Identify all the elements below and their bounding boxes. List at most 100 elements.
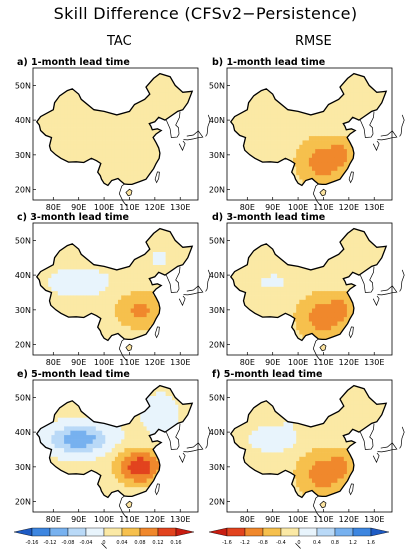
grid-cell	[105, 179, 109, 184]
grid-cell	[105, 277, 109, 283]
grid-cell	[95, 277, 100, 283]
grid-cell	[146, 140, 151, 145]
grid-cell	[283, 131, 288, 137]
grid-cell	[343, 166, 348, 171]
grid-cell	[254, 127, 259, 132]
grid-cell	[86, 299, 90, 305]
grid-cell	[334, 161, 338, 167]
grid-cell	[51, 277, 55, 283]
grid-cell	[277, 127, 281, 132]
grid-cell	[133, 264, 138, 270]
grid-cell	[321, 118, 326, 124]
grid-cell	[92, 144, 97, 150]
grid-cell	[124, 325, 128, 331]
grid-cell	[45, 114, 49, 119]
grid-cell	[48, 127, 52, 132]
grid-cell	[64, 114, 68, 119]
grid-cell	[331, 157, 335, 163]
grid-cell	[102, 269, 106, 274]
grid-cell	[64, 312, 68, 318]
grid-cell	[318, 114, 322, 119]
grid-cell	[83, 101, 87, 106]
grid-cell	[254, 256, 259, 261]
grid-cell	[105, 174, 109, 180]
lat-tick-label: 20N	[209, 186, 225, 195]
grid-cell	[331, 127, 335, 132]
grid-cell	[149, 273, 154, 279]
grid-cell	[57, 295, 62, 300]
grid-cell	[312, 166, 316, 171]
grid-cell	[64, 260, 68, 265]
grid-cell	[70, 101, 74, 106]
grid-cell	[159, 234, 163, 239]
grid-cell	[146, 105, 151, 110]
grid-cell	[156, 83, 160, 89]
grid-cell	[127, 140, 132, 145]
grid-cell	[264, 148, 268, 154]
grid-cell	[133, 170, 138, 176]
grid-cell	[64, 144, 68, 150]
grid-cell	[95, 295, 100, 300]
grid-cell	[114, 166, 119, 171]
grid-cell	[280, 295, 284, 300]
grid-cell	[70, 148, 74, 154]
grid-cell	[102, 135, 106, 141]
grid-cell	[140, 282, 144, 287]
grid-cell	[121, 144, 125, 150]
grid-cell	[95, 122, 100, 128]
grid-cell	[105, 122, 109, 128]
grid-cell	[114, 321, 119, 326]
grid-cell	[152, 144, 157, 150]
grid-cell	[331, 170, 335, 176]
grid-cell	[83, 299, 87, 305]
grid-cell	[356, 105, 361, 110]
grid-cell	[258, 277, 262, 283]
grid-cell	[111, 118, 116, 124]
grid-cell	[280, 308, 284, 313]
grid-cell	[245, 295, 249, 300]
grid-cell	[121, 166, 125, 171]
grid-cell	[248, 122, 253, 128]
grid-cell	[140, 101, 144, 106]
grid-cell	[133, 109, 138, 115]
grid-cell	[172, 83, 176, 89]
grid-cell	[248, 114, 253, 119]
grid-cell	[308, 131, 313, 137]
grid-cell	[264, 295, 268, 300]
grid-cell	[162, 243, 167, 248]
grid-cell	[168, 96, 173, 102]
grid-cell	[315, 127, 319, 132]
grid-cell	[305, 174, 310, 180]
grid-cell	[60, 92, 65, 97]
grid-cell	[289, 140, 294, 145]
grid-cell	[86, 277, 90, 283]
japan-coast	[205, 269, 211, 292]
grid-cell	[258, 144, 262, 150]
grid-cell	[274, 286, 278, 292]
grid-cell	[70, 140, 74, 145]
grid-cell	[156, 92, 160, 97]
grid-cell	[165, 256, 170, 261]
grid-cell	[127, 144, 132, 150]
grid-cell	[267, 105, 272, 110]
grid-cell	[146, 161, 151, 167]
grid-cell	[248, 282, 253, 287]
grid-cell	[105, 166, 109, 171]
grid-cell	[60, 109, 65, 115]
grid-cell	[280, 153, 284, 158]
grid-cell	[267, 96, 272, 102]
grid-cell	[143, 157, 147, 163]
grid-cell	[48, 282, 52, 287]
grid-cell	[334, 105, 338, 110]
grid-cell	[73, 92, 78, 97]
grid-cell	[60, 127, 65, 132]
grid-cell	[102, 161, 106, 167]
grid-cell	[283, 282, 288, 287]
grid-cell	[178, 101, 182, 106]
grid-cell	[274, 144, 278, 150]
grid-cell	[127, 269, 132, 274]
grid-cell	[372, 96, 376, 102]
grid-cell	[121, 118, 125, 124]
grid-cell	[353, 92, 357, 97]
grid-cell	[54, 131, 59, 137]
